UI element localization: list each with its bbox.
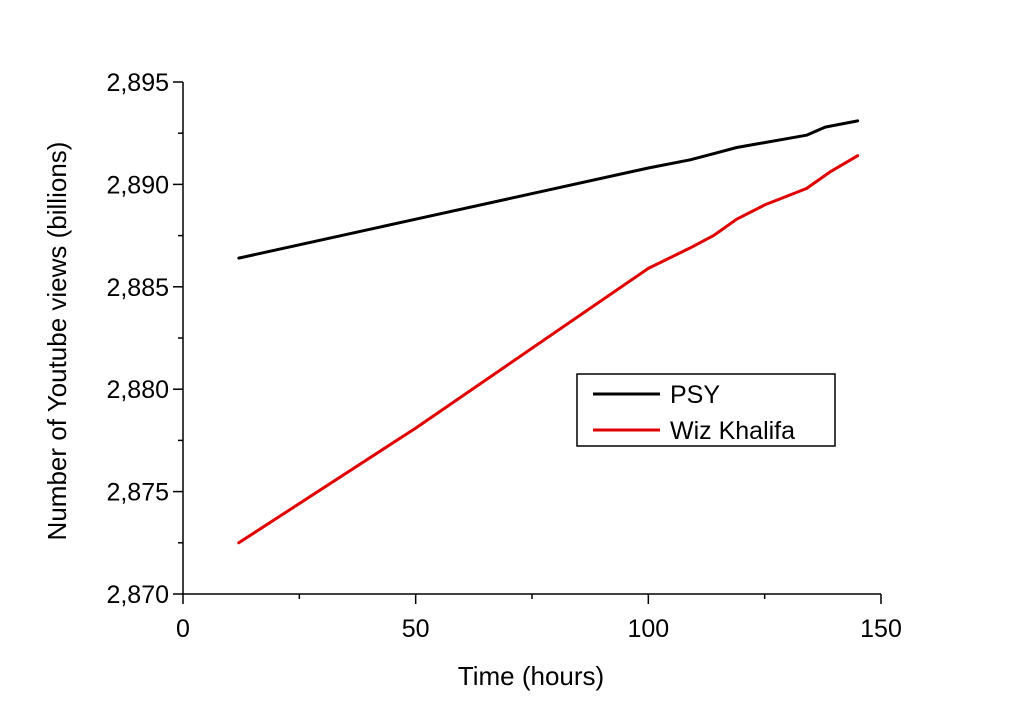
y-tick-label: 2,880 bbox=[106, 376, 169, 404]
y-axis-label: Number of Youtube views (billions) bbox=[42, 142, 72, 541]
legend-label-psy: PSY bbox=[670, 381, 720, 409]
series-line-psy bbox=[237, 119, 860, 260]
x-tick-label: 100 bbox=[627, 615, 669, 643]
x-tick-label: 0 bbox=[176, 615, 190, 643]
x-tick-label: 150 bbox=[860, 615, 902, 643]
legend: PSY Wiz Khalifa bbox=[576, 373, 836, 447]
legend-label-wiz-khalifa: Wiz Khalifa bbox=[670, 417, 795, 445]
axes: 0 50 100 150 2,870 2,875 2,880 2,885 2,890 2,895 bbox=[106, 69, 901, 643]
y-tick-label: 2,875 bbox=[106, 479, 169, 507]
legend-box bbox=[576, 373, 836, 447]
y-tick-label: 2,870 bbox=[106, 581, 169, 609]
y-tick-label: 2,890 bbox=[106, 171, 169, 199]
x-axis-label: Time (hours) bbox=[458, 661, 604, 691]
x-tick-label: 50 bbox=[402, 615, 430, 643]
series-lines bbox=[237, 119, 860, 545]
y-tick-label: 2,885 bbox=[106, 274, 169, 302]
series-line-wiz-khalifa bbox=[237, 154, 860, 545]
y-tick-label: 2,895 bbox=[106, 69, 169, 97]
